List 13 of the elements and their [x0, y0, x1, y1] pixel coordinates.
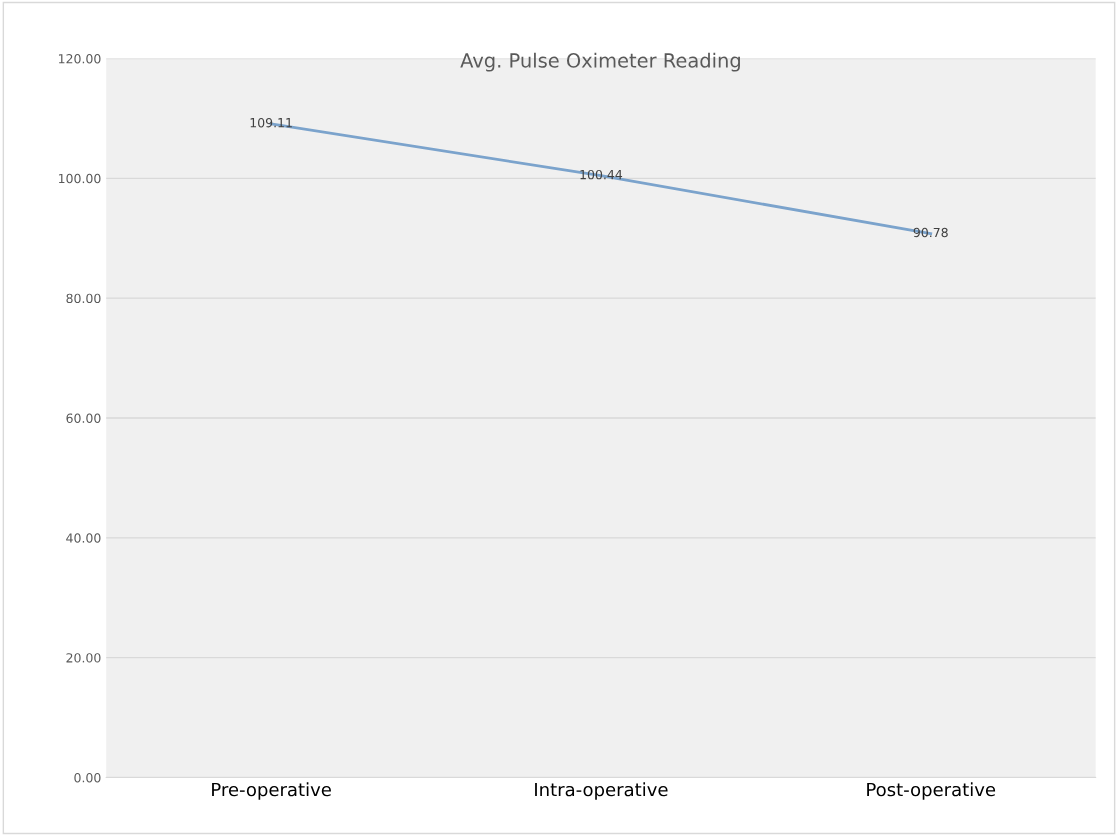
x-tick-label: Post-operative [867, 782, 996, 800]
y-tick-label: 100.00 [58, 173, 101, 184]
data-label: 90.78 [913, 227, 948, 238]
chart-title: Avg. Pulse Oximeter Reading [460, 52, 740, 72]
y-tick-label: 80.00 [66, 293, 101, 304]
y-tick-label: 0.00 [74, 772, 101, 783]
x-tick-label: Intra-operative [535, 782, 668, 800]
data-label: 109.11 [250, 117, 292, 128]
x-tick-label: Pre-operative [212, 782, 331, 800]
y-tick-label: 60.00 [66, 413, 101, 423]
y-tick-label: 40.00 [66, 533, 101, 543]
y-tick-label: 20.00 [66, 653, 101, 663]
y-tick-label: 120.00 [58, 53, 101, 64]
